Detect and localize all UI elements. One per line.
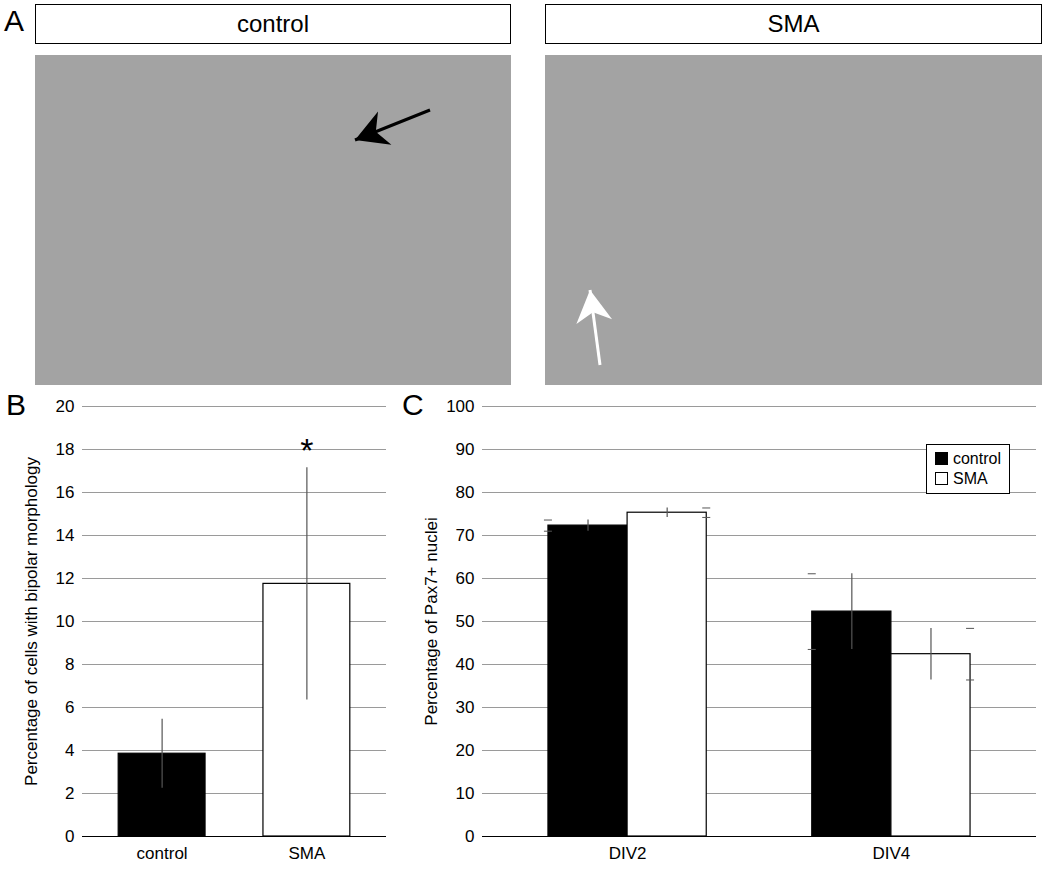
svg-text:Percentage of cells with bipol: Percentage of cells with bipolar morphol… — [22, 457, 41, 786]
svg-text:8: 8 — [65, 655, 74, 674]
svg-text:30: 30 — [456, 698, 475, 717]
svg-text:0: 0 — [465, 827, 474, 846]
html-text:B: B — [6, 388, 26, 421]
svg-text:70: 70 — [456, 526, 475, 545]
svg-text:14: 14 — [56, 526, 75, 545]
svg-text:18: 18 — [56, 440, 75, 459]
svg-text:2: 2 — [65, 784, 74, 803]
html-text:control: control — [953, 450, 1001, 467]
svg-text:DIV2: DIV2 — [609, 844, 647, 863]
svg-text:50: 50 — [456, 612, 475, 631]
svg-text:90: 90 — [456, 440, 475, 459]
svg-text:*: * — [300, 431, 313, 469]
svg-text:10: 10 — [456, 784, 475, 803]
svg-text:16: 16 — [56, 483, 75, 502]
html-text:control: control — [237, 10, 309, 37]
svg-text:60: 60 — [456, 569, 475, 588]
svg-text:Percentage of Pax7+ nuclei: Percentage of Pax7+ nuclei — [422, 517, 441, 725]
html-text:SMA: SMA — [767, 10, 820, 37]
svg-text:6: 6 — [65, 698, 74, 717]
html-text:C: C — [402, 388, 424, 421]
svg-text:10: 10 — [56, 612, 75, 631]
svg-text:100: 100 — [446, 397, 474, 416]
svg-text:SMA: SMA — [288, 844, 326, 863]
html-text:A: A — [4, 4, 24, 37]
svg-text:40: 40 — [456, 655, 475, 674]
svg-text:DIV4: DIV4 — [873, 844, 911, 863]
svg-text:80: 80 — [456, 483, 475, 502]
svg-text:12: 12 — [56, 569, 75, 588]
svg-text:20: 20 — [56, 397, 75, 416]
svg-text:control: control — [137, 844, 188, 863]
svg-text:20: 20 — [456, 741, 475, 760]
html-text:SMA: SMA — [953, 470, 988, 487]
svg-text:4: 4 — [65, 741, 74, 760]
svg-text:0: 0 — [65, 827, 74, 846]
